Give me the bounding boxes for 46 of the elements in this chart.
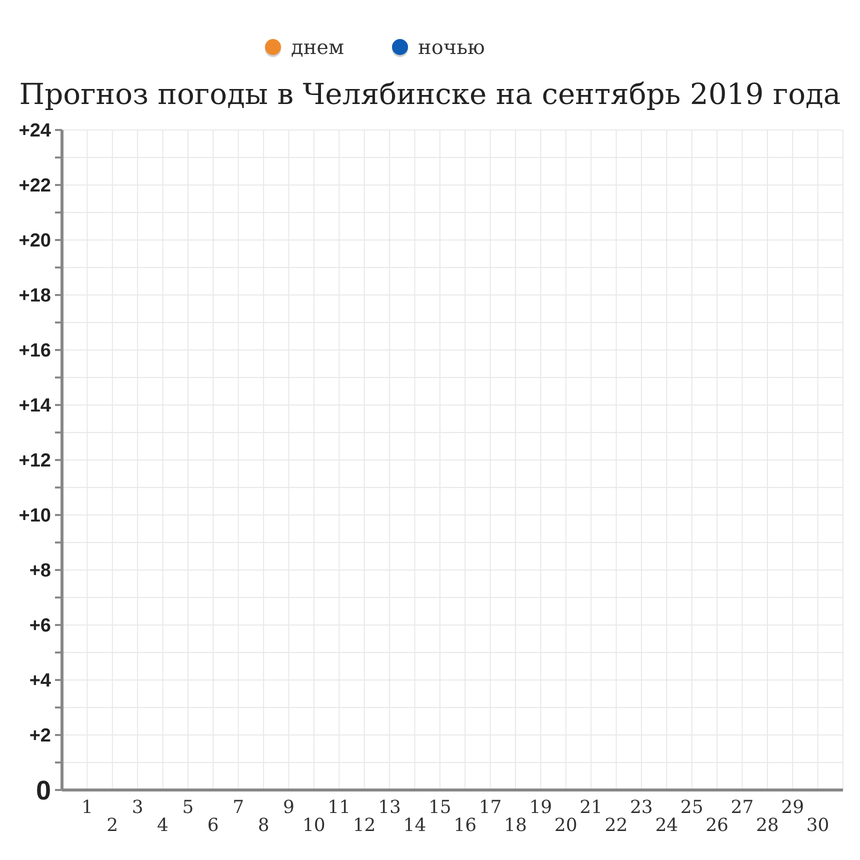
x-tick-label: 26	[706, 815, 728, 836]
x-tick-label: 7	[232, 797, 244, 818]
x-tick-label: 29	[781, 797, 804, 818]
y-tick-label: +16	[18, 340, 51, 362]
x-tick-label: 17	[478, 797, 502, 818]
y-tick-label: +10	[18, 506, 51, 527]
x-tick-label: 9	[283, 797, 294, 818]
y-tick-label: +8	[29, 560, 51, 582]
x-tick-label: 1	[81, 797, 93, 818]
x-tick-label: 10	[302, 815, 326, 836]
x-tick-label: 4	[157, 815, 168, 836]
legend-label: ночью	[418, 35, 485, 59]
chart-title: Прогноз погоды в Челябинске на сентябрь 2019 года	[18, 77, 842, 111]
x-tick-label: 30	[806, 815, 830, 836]
x-tick-label: 22	[604, 815, 628, 836]
x-tick-label: 23	[630, 797, 653, 818]
x-tick-label: 8	[258, 815, 270, 836]
y-tick-label: +20	[18, 230, 51, 252]
x-tick-label: 25	[680, 797, 704, 818]
x-tick-label: 2	[106, 815, 118, 836]
y-tick-label: +14	[18, 396, 52, 417]
x-tick-label: 18	[504, 815, 527, 836]
y-tick-label: +24	[18, 120, 52, 142]
x-tick-label: 21	[580, 797, 603, 818]
x-tick-label: 11	[328, 797, 351, 818]
x-tick-label: 24	[655, 815, 678, 836]
x-tick-label: 3	[132, 797, 144, 818]
y-tick-label: +2	[29, 726, 51, 747]
x-tick-label: 14	[403, 815, 426, 836]
x-tick-label: 13	[378, 797, 401, 818]
y-tick-label: +6	[29, 616, 51, 637]
x-tick-label: 28	[756, 815, 779, 836]
y-tick-label: +12	[18, 450, 51, 472]
y-tick-label: +18	[18, 286, 51, 307]
x-tick-label: 15	[428, 797, 452, 818]
x-tick-label: 19	[529, 797, 552, 818]
y-tick-label: 0	[36, 775, 51, 806]
x-tick-label: 27	[730, 797, 754, 818]
y-tick-label: +22	[18, 176, 51, 197]
x-tick-label: 16	[454, 815, 477, 836]
x-tick-label: 5	[182, 797, 194, 818]
legend-label: днем	[291, 35, 344, 59]
x-tick-label: 20	[554, 815, 578, 836]
x-tick-label: 6	[207, 815, 219, 836]
y-tick-label: +4	[29, 670, 52, 692]
x-tick-label: 12	[352, 815, 376, 836]
